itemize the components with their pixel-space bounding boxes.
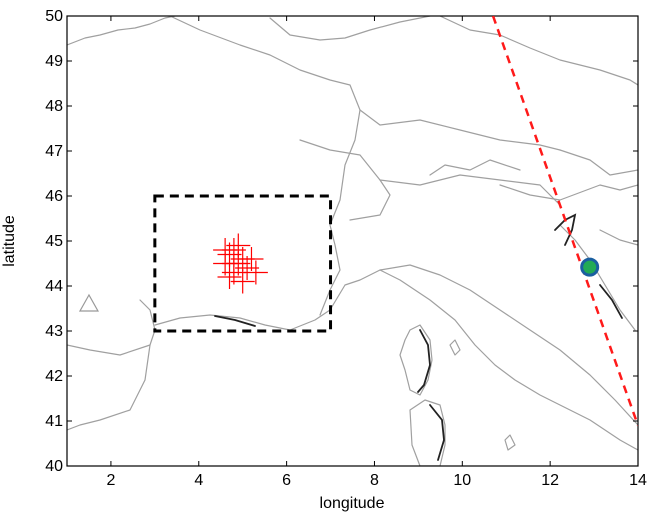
axis-ticks [67,15,639,467]
dashed-track-line [491,16,638,426]
y-axis-label: latitude [1,215,18,267]
red-cross-marker [243,260,268,285]
red-cross-marker [217,265,242,289]
x-tick-label: 2 [106,472,115,489]
y-tick-label: 42 [45,368,63,385]
cross-markers-layer [213,233,268,294]
x-tick-label: 14 [629,472,647,489]
x-tick-label: 4 [194,472,203,489]
x-tick-label: 10 [453,472,471,489]
dashed-line-layer [491,16,638,426]
special-markers-layer [78,257,600,312]
basemap-coastlines [67,16,638,466]
y-tick-label: 50 [45,8,63,25]
y-tick-label: 43 [45,323,63,340]
plot-frame [66,15,639,467]
y-tick-label: 41 [45,413,63,430]
red-cross-marker [217,242,242,267]
red-cross-marker [230,269,255,294]
y-tick-label: 49 [45,53,63,70]
x-tick-labels: 2 4 6 8 10 12 14 [106,472,647,489]
y-tick-label: 46 [45,188,63,205]
red-cross-marker [221,251,246,276]
circle-marker [580,257,600,277]
red-cross-marker [235,256,260,280]
x-axis-label: longitude [320,495,385,512]
x-tick-label: 12 [541,472,559,489]
region-box-layer [153,194,333,333]
y-tick-labels: 40 41 42 43 44 45 46 47 48 49 50 [45,8,63,475]
red-cross-marker [239,247,264,271]
y-tick-label: 45 [45,233,63,250]
y-tick-label: 47 [45,143,63,160]
red-cross-marker [213,238,238,262]
triangle-marker [78,293,99,312]
y-tick-label: 44 [45,278,63,295]
region-box [153,194,333,333]
y-tick-label: 48 [45,98,63,115]
x-tick-label: 8 [370,472,379,489]
basemap-coast-dark [214,213,623,461]
x-tick-label: 6 [282,472,291,489]
y-tick-label: 40 [45,458,63,475]
